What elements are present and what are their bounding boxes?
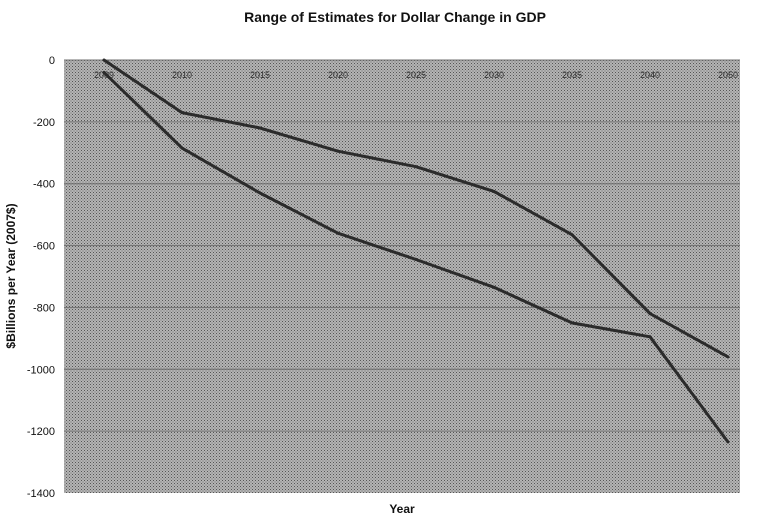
data-point-1-7 bbox=[648, 335, 652, 339]
x-tick-label-0: 2009 bbox=[94, 70, 114, 80]
data-point-0-1 bbox=[180, 111, 184, 115]
x-tick-label-3: 2020 bbox=[328, 70, 348, 80]
data-point-0-5 bbox=[492, 189, 496, 193]
y-tick-label-4: -800 bbox=[33, 302, 55, 314]
data-point-0-6 bbox=[570, 233, 574, 237]
gridlines bbox=[64, 59, 740, 432]
data-point-1-4 bbox=[414, 257, 418, 261]
data-point-1-1 bbox=[180, 146, 184, 150]
plot-area bbox=[64, 60, 740, 493]
x-tick-label-6: 2035 bbox=[562, 70, 582, 80]
y-axis-label: $Billions per Year (2007$) bbox=[4, 203, 18, 348]
data-point-0-7 bbox=[648, 312, 652, 316]
y-tick-label-2: -400 bbox=[33, 179, 55, 191]
data-point-1-3 bbox=[336, 231, 340, 235]
y-tick-label-3: -600 bbox=[33, 241, 55, 253]
x-tick-label-1: 2010 bbox=[172, 70, 192, 80]
data-point-1-0 bbox=[102, 70, 106, 74]
x-axis-label: Year bbox=[389, 502, 415, 516]
data-point-1-6 bbox=[570, 321, 574, 325]
x-tick-label-4: 2025 bbox=[406, 70, 426, 80]
data-point-1-8 bbox=[726, 440, 730, 444]
x-tick-label-8: 2050 bbox=[718, 70, 738, 80]
data-point-1-2 bbox=[258, 191, 262, 195]
y-tick-label-6: -1200 bbox=[27, 426, 55, 438]
x-axis-ticks: 2009 2010 2015 2020 2025 2030 2035 2040 2050 bbox=[94, 70, 738, 80]
data-point-0-8 bbox=[726, 355, 730, 359]
y-tick-label-1: -200 bbox=[33, 117, 55, 129]
data-point-0-4 bbox=[414, 165, 418, 169]
x-tick-label-5: 2030 bbox=[484, 70, 504, 80]
data-point-0-3 bbox=[336, 149, 340, 153]
x-tick-label-7: 2040 bbox=[640, 70, 660, 80]
x-tick-label-2: 2015 bbox=[250, 70, 270, 80]
data-point-1-5 bbox=[492, 285, 496, 289]
y-tick-label-0: 0 bbox=[49, 55, 55, 67]
data-point-0-0 bbox=[102, 58, 106, 62]
y-tick-label-5: -1000 bbox=[27, 364, 55, 376]
y-tick-label-7: -1400 bbox=[27, 488, 55, 500]
data-point-0-2 bbox=[258, 126, 262, 130]
chart-title: Range of Estimates for Dollar Change in … bbox=[244, 9, 546, 25]
series-lines bbox=[102, 58, 730, 444]
y-axis-ticks: 0 -200 -400 -600 -800 -1000 -1200 -1400 bbox=[27, 55, 55, 500]
